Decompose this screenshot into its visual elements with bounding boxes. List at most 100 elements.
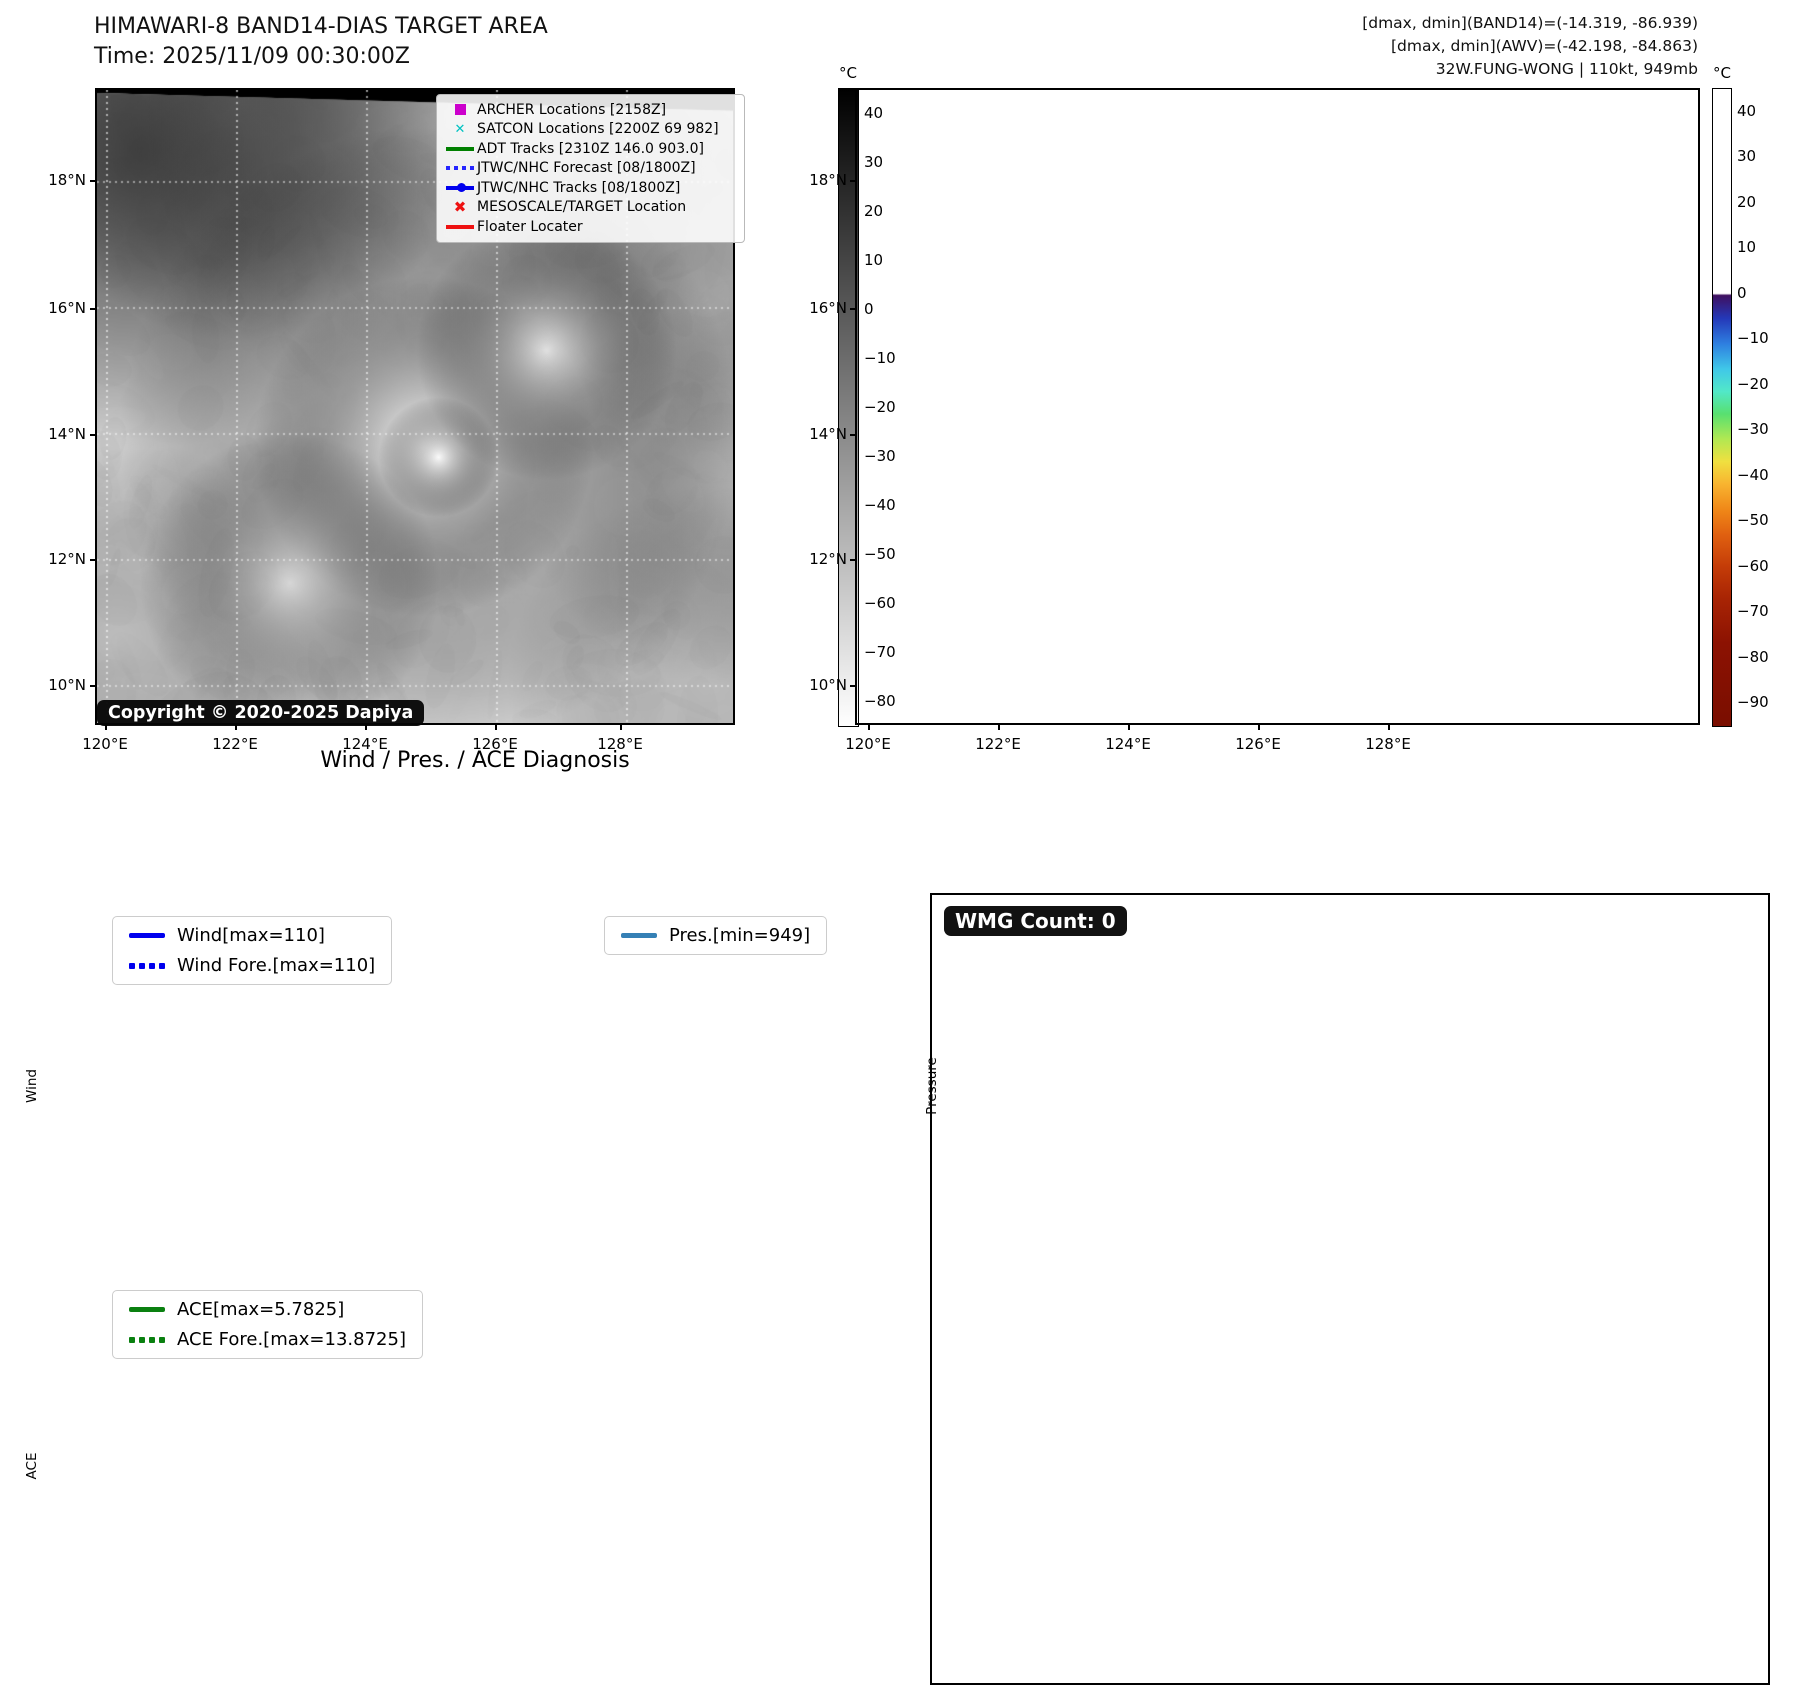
pres-legend-label: Pres.[min=949] — [669, 925, 811, 946]
map-legend-item: ARCHER Locations [2158Z] — [443, 100, 735, 120]
x-marker-icon: ✕ — [454, 121, 466, 137]
band14-lon-tick — [105, 725, 107, 730]
awv-cb-10: 10 — [1737, 238, 1757, 257]
pres-line-swatch — [621, 933, 657, 938]
map-legend-item: JTWC/NHC Forecast [08/1800Z] — [443, 159, 735, 179]
copyright-badge: Copyright © 2020-2025 Dapiya — [97, 700, 425, 726]
awv-lat-tick — [850, 308, 855, 310]
awv-cb--80: −80 — [1737, 647, 1769, 666]
ace-axis-label: ACE — [24, 1452, 40, 1480]
band14-lat-tick — [90, 434, 95, 436]
awv-lon-tick — [1388, 725, 1390, 730]
wind-fore-dots-swatch — [129, 962, 165, 969]
map-legend-label: MESOSCALE/TARGET Location — [477, 199, 687, 216]
map-legend-item: Floater Locater — [443, 217, 735, 237]
band14-cb--50: −50 — [864, 544, 896, 563]
awv-lat-tick — [850, 559, 855, 561]
ace-line-swatch — [129, 1307, 165, 1312]
awv-lat-10°N: 10°N — [809, 676, 847, 694]
awv-lon-126°E: 126°E — [1235, 735, 1281, 753]
awv-colorbar — [1712, 88, 1732, 727]
band14-cb--40: −40 — [864, 495, 896, 514]
band14-lon-120°E: 120°E — [82, 735, 128, 753]
wind-line-swatch — [129, 933, 165, 938]
awv-lon-tick — [868, 725, 870, 730]
band14-cb-30: 30 — [864, 152, 884, 171]
X-marker-icon: ✖ — [453, 198, 467, 217]
ace-fore-legend-label: ACE Fore.[max=13.8725] — [177, 1329, 406, 1350]
band14-lat-tick — [90, 308, 95, 310]
ace-legend-row: ACE[max=5.7825] — [129, 1299, 406, 1320]
map-legend-label: ARCHER Locations [2158Z] — [477, 101, 667, 118]
wmg-count-badge: WMG Count: 0 — [944, 906, 1127, 936]
map-legend-item: ✖ MESOSCALE/TARGET Location — [443, 198, 735, 218]
awv-cb-30: 30 — [1737, 147, 1757, 166]
awv-lon-128°E: 128°E — [1365, 735, 1411, 753]
line-marker-icon — [443, 147, 477, 151]
band14-lon-tick — [620, 725, 622, 730]
band14-cb--70: −70 — [864, 642, 896, 661]
band14-lat-14°N: 14°N — [48, 425, 86, 443]
awv-cb--60: −60 — [1737, 556, 1769, 575]
band14-lon-124°E: 124°E — [342, 735, 388, 753]
map-legend-item: JTWC/NHC Tracks [08/1800Z] — [443, 178, 735, 198]
ace-fore-legend-row: ACE Fore.[max=13.8725] — [129, 1329, 406, 1350]
awv-cb--30: −30 — [1737, 420, 1769, 439]
awv-cb--90: −90 — [1737, 693, 1769, 712]
band14-lat-16°N: 16°N — [48, 299, 86, 317]
line-marker-icon — [443, 225, 477, 229]
awv-lon-122°E: 122°E — [975, 735, 1021, 753]
band14-cb--20: −20 — [864, 397, 896, 416]
band14-lat-tick — [90, 559, 95, 561]
wind-fore-legend-label: Wind Fore.[max=110] — [177, 955, 376, 976]
ace-fore-dots-swatch — [129, 1336, 165, 1343]
awv-lon-tick — [998, 725, 1000, 730]
wind-legend-label: Wind[max=110] — [177, 925, 325, 946]
band14-cb--30: −30 — [864, 446, 896, 465]
awv-lat-12°N: 12°N — [809, 550, 847, 568]
awv-colorbar-unit: °C — [1713, 64, 1731, 82]
map-legend-label: Floater Locater — [477, 218, 583, 235]
awv-annotation-band14: [dmax, dmin](BAND14)=(-14.319, -86.939) — [1362, 14, 1698, 32]
awv-lon-120°E: 120°E — [845, 735, 891, 753]
awv-satellite-map — [857, 90, 1698, 723]
awv-lon-tick — [1128, 725, 1130, 730]
wind-axis-label: Wind — [24, 1069, 40, 1103]
band14-cb--60: −60 — [864, 593, 896, 612]
diagnosis-charts — [0, 740, 960, 1690]
awv-cb--20: −20 — [1737, 374, 1769, 393]
band14-lat-tick — [90, 685, 95, 687]
awv-lat-18°N: 18°N — [809, 171, 847, 189]
awv-map-frame — [855, 88, 1700, 725]
band14-subtitle: Time: 2025/11/09 00:30:00Z — [94, 44, 410, 69]
band14-map-legend: ARCHER Locations [2158Z] ✕ SATCON Location… — [436, 94, 745, 243]
ace-legend: ACE[max=5.7825] ACE Fore.[max=13.8725] — [112, 1290, 423, 1359]
awv-cb-20: 20 — [1737, 192, 1757, 211]
band14-cb-40: 40 — [864, 103, 884, 122]
awv-cb--40: −40 — [1737, 465, 1769, 484]
band14-lon-tick — [495, 725, 497, 730]
awv-lon-124°E: 124°E — [1105, 735, 1151, 753]
band14-lat-18°N: 18°N — [48, 171, 86, 189]
wmg-pixel-map — [932, 895, 1768, 1683]
band14-lon-tick — [365, 725, 367, 730]
awv-lat-tick — [850, 180, 855, 182]
map-legend-item: ✕ SATCON Locations [2200Z 69 982] — [443, 120, 735, 140]
band14-lon-122°E: 122°E — [212, 735, 258, 753]
awv-lon-tick — [1258, 725, 1260, 730]
wind-legend: Wind[max=110] Wind Fore.[max=110] — [112, 916, 393, 985]
dotted-marker-icon — [443, 166, 477, 171]
awv-cb--70: −70 — [1737, 602, 1769, 621]
linedot-marker-icon — [443, 183, 477, 192]
awv-lat-14°N: 14°N — [809, 425, 847, 443]
pres-legend: Pres.[min=949] — [604, 916, 828, 955]
wind-fore-legend-row: Wind Fore.[max=110] — [129, 955, 375, 976]
band14-lat-10°N: 10°N — [48, 676, 86, 694]
band14-lon-126°E: 126°E — [472, 735, 518, 753]
awv-cb--10: −10 — [1737, 329, 1769, 348]
wmg-panel-frame — [930, 893, 1770, 1685]
map-legend-label: JTWC/NHC Tracks [08/1800Z] — [477, 179, 681, 196]
awv-annotations: [dmax, dmin](BAND14)=(-14.319, -86.939) … — [1362, 12, 1698, 81]
band14-cb-20: 20 — [864, 201, 884, 220]
